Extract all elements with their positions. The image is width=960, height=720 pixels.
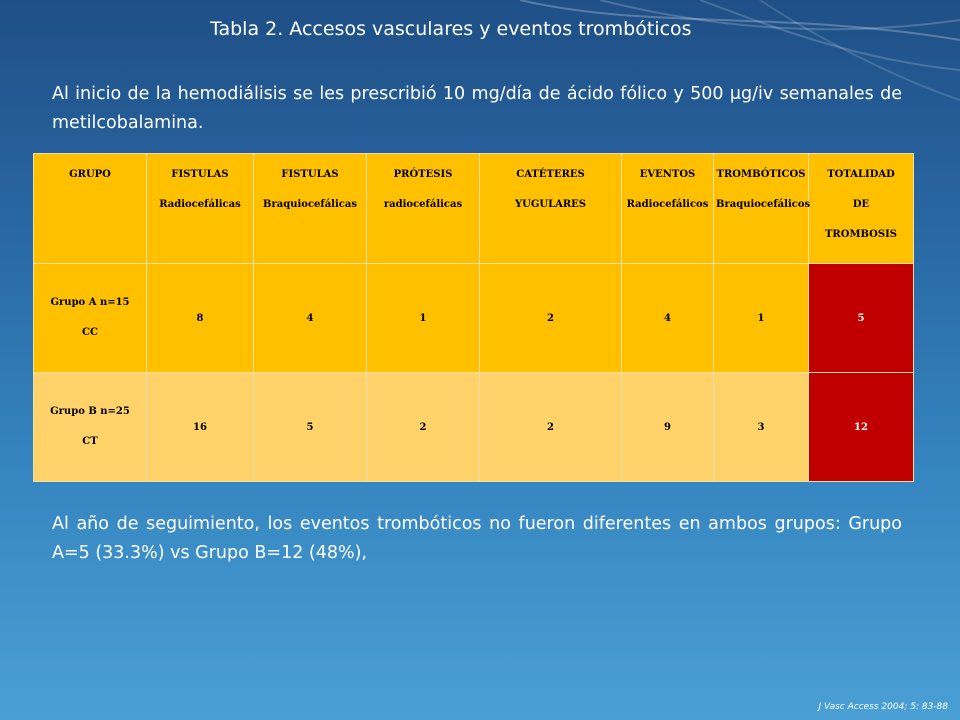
conclusion-paragraph: Al año de seguimiento, los eventos tromb… [52, 514, 902, 563]
header-grupo: GRUPO [33, 153, 147, 264]
header-eventos: EVENTOS Radiocefálicos [621, 153, 714, 264]
table-cell: 16 [146, 372, 254, 482]
header-tromboticos: TROMBÓTICOS Braquiocefálicos [713, 153, 810, 264]
total-cell: 5 [808, 263, 914, 373]
table-cell: 1 [713, 263, 809, 373]
table-cell: 1 [366, 263, 480, 373]
header-fistulas-radiocefalicas: FISTULAS Radiocefálicas [146, 153, 254, 264]
table-cell: 2 [479, 263, 622, 373]
header-totalidad: TOTALIDAD DE TROMBOSIS [808, 153, 914, 264]
table-cell: 2 [366, 372, 480, 482]
table-cell: 8 [146, 263, 254, 373]
table-cell: 5 [253, 372, 367, 482]
table-cell: 9 [621, 372, 714, 482]
table-cell: 4 [253, 263, 367, 373]
row-label: Grupo B n=25 CT [33, 372, 147, 482]
table-cell: 4 [621, 263, 714, 373]
total-cell: 12 [808, 372, 914, 482]
row-label: Grupo A n=15 CC [33, 263, 147, 373]
table-row: Grupo A n=15 CC 8 4 1 2 4 1 5 [33, 263, 914, 373]
table-header-row: GRUPO FISTULAS Radiocefálicas FISTULAS Bra… [33, 153, 914, 264]
table-row: Grupo B n=25 CT 16 5 2 2 9 3 12 [33, 372, 914, 482]
table-cell: 3 [713, 372, 809, 482]
header-fistulas-braquiocefalicas: FISTULAS Braquiocefálicas [253, 153, 367, 264]
header-protesis: PRÓTESIS radiocefálicas [366, 153, 480, 264]
reference-citation: J Vasc Access 2004; 5: 83-88 [818, 702, 948, 712]
thrombosis-table: GRUPO FISTULAS Radiocefálicas FISTULAS Bra… [33, 153, 914, 482]
intro-paragraph: Al inicio de la hemodiálisis se les pres… [52, 84, 902, 133]
header-cateteres: CATÉTERES YUGULARES [479, 153, 622, 264]
table-cell: 2 [479, 372, 622, 482]
slide-title: Tabla 2. Accesos vasculares y eventos tr… [210, 18, 692, 40]
